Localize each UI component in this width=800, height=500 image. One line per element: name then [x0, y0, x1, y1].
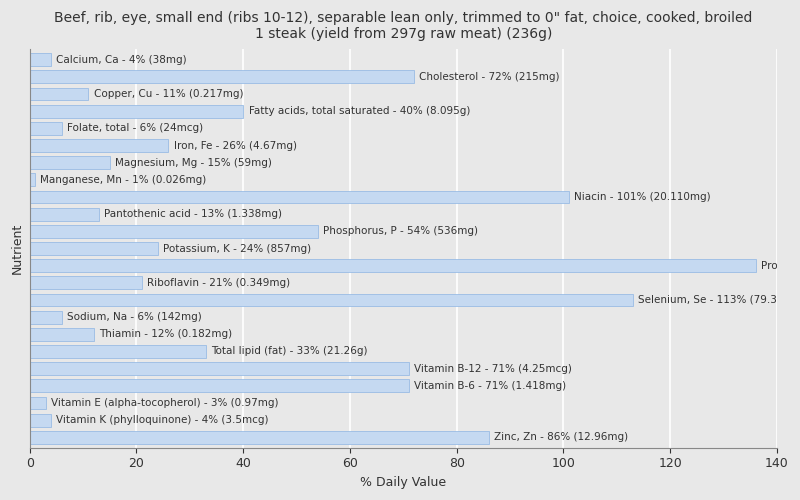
Text: Cholesterol - 72% (215mg): Cholesterol - 72% (215mg) — [419, 72, 560, 82]
Text: Vitamin B-12 - 71% (4.25mcg): Vitamin B-12 - 71% (4.25mcg) — [414, 364, 572, 374]
Text: Vitamin E (alpha-tocopherol) - 3% (0.97mg): Vitamin E (alpha-tocopherol) - 3% (0.97m… — [51, 398, 278, 408]
Text: Zinc, Zn - 86% (12.96mg): Zinc, Zn - 86% (12.96mg) — [494, 432, 628, 442]
Bar — [30, 208, 99, 220]
Text: Fatty acids, total saturated - 40% (8.095g): Fatty acids, total saturated - 40% (8.09… — [249, 106, 470, 116]
Bar — [30, 396, 46, 409]
Text: Total lipid (fat) - 33% (21.26g): Total lipid (fat) - 33% (21.26g) — [211, 346, 368, 356]
Text: Protein - 136% (68.16g): Protein - 136% (68.16g) — [761, 260, 800, 270]
Bar — [30, 70, 414, 84]
Text: Pantothenic acid - 13% (1.338mg): Pantothenic acid - 13% (1.338mg) — [105, 209, 282, 219]
Bar — [30, 156, 110, 169]
Bar — [30, 362, 409, 375]
Bar — [30, 345, 206, 358]
Text: Selenium, Se - 113% (79.3mcg): Selenium, Se - 113% (79.3mcg) — [638, 295, 800, 305]
Text: Niacin - 101% (20.110mg): Niacin - 101% (20.110mg) — [574, 192, 710, 202]
Text: Vitamin K (phylloquinone) - 4% (3.5mcg): Vitamin K (phylloquinone) - 4% (3.5mcg) — [56, 415, 269, 425]
Bar — [30, 328, 94, 341]
Text: Sodium, Na - 6% (142mg): Sodium, Na - 6% (142mg) — [67, 312, 202, 322]
X-axis label: % Daily Value: % Daily Value — [360, 476, 446, 489]
Text: Potassium, K - 24% (857mg): Potassium, K - 24% (857mg) — [163, 244, 311, 254]
Text: Riboflavin - 21% (0.349mg): Riboflavin - 21% (0.349mg) — [147, 278, 290, 288]
Bar — [30, 310, 62, 324]
Bar — [30, 225, 318, 238]
Y-axis label: Nutrient: Nutrient — [11, 223, 24, 274]
Text: Thiamin - 12% (0.182mg): Thiamin - 12% (0.182mg) — [99, 330, 232, 340]
Bar — [30, 122, 62, 135]
Title: Beef, rib, eye, small end (ribs 10-12), separable lean only, trimmed to 0" fat, : Beef, rib, eye, small end (ribs 10-12), … — [54, 11, 753, 42]
Bar — [30, 54, 51, 66]
Bar — [30, 294, 633, 306]
Bar — [30, 190, 569, 203]
Bar — [30, 242, 158, 255]
Text: Manganese, Mn - 1% (0.026mg): Manganese, Mn - 1% (0.026mg) — [40, 175, 206, 185]
Bar — [30, 105, 243, 118]
Bar — [30, 259, 756, 272]
Bar — [30, 414, 51, 426]
Text: Folate, total - 6% (24mcg): Folate, total - 6% (24mcg) — [67, 124, 203, 134]
Bar — [30, 276, 142, 289]
Bar — [30, 88, 88, 101]
Text: Calcium, Ca - 4% (38mg): Calcium, Ca - 4% (38mg) — [56, 54, 187, 64]
Bar — [30, 431, 489, 444]
Text: Vitamin B-6 - 71% (1.418mg): Vitamin B-6 - 71% (1.418mg) — [414, 381, 566, 391]
Bar — [30, 139, 169, 152]
Text: Copper, Cu - 11% (0.217mg): Copper, Cu - 11% (0.217mg) — [94, 89, 243, 99]
Text: Magnesium, Mg - 15% (59mg): Magnesium, Mg - 15% (59mg) — [115, 158, 272, 168]
Text: Phosphorus, P - 54% (536mg): Phosphorus, P - 54% (536mg) — [323, 226, 478, 236]
Text: Iron, Fe - 26% (4.67mg): Iron, Fe - 26% (4.67mg) — [174, 140, 297, 150]
Bar — [30, 174, 35, 186]
Bar — [30, 380, 409, 392]
